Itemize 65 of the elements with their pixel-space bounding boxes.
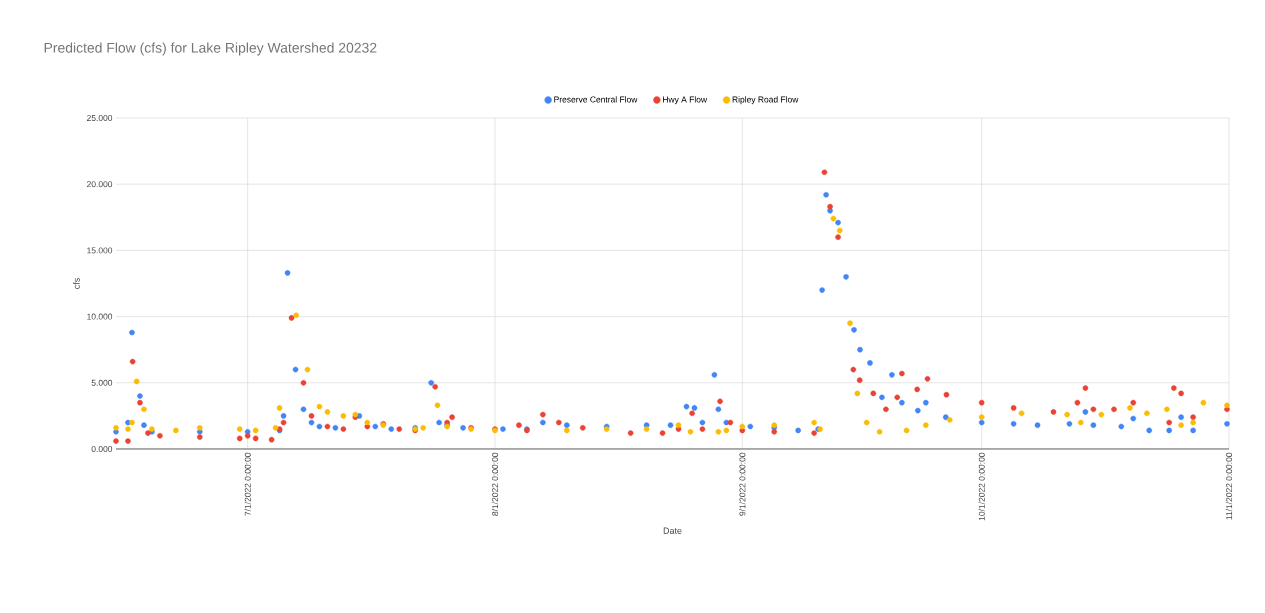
point	[293, 312, 299, 319]
point	[715, 428, 722, 435]
point	[1164, 406, 1170, 413]
point	[304, 366, 311, 373]
legend-label: Hwy A Flow	[663, 96, 708, 105]
point	[364, 419, 371, 426]
point	[1064, 411, 1070, 418]
x-tick-label: 8/1/2022 0:00:00	[491, 452, 499, 516]
point	[1190, 419, 1196, 426]
point	[1077, 419, 1084, 426]
point	[340, 413, 347, 419]
y-tick-label: 25.000	[87, 114, 113, 121]
point	[1018, 410, 1025, 417]
point	[564, 427, 570, 434]
point	[847, 320, 853, 326]
point	[1224, 402, 1230, 409]
point	[643, 426, 650, 432]
point	[324, 409, 331, 415]
point	[946, 417, 953, 423]
point	[739, 423, 746, 430]
point	[1178, 422, 1184, 428]
y-tick-label: 0.000	[91, 445, 113, 452]
point	[129, 419, 135, 426]
chart-title: Predicted Flow (cfs) for Lake Ripley Watershed 20232	[44, 42, 377, 56]
point	[196, 425, 203, 431]
point	[836, 227, 843, 234]
x-tick-label: 7/1/2022 0:00:00	[244, 452, 251, 516]
point	[876, 428, 883, 435]
point	[1200, 399, 1207, 406]
point	[830, 215, 837, 222]
y-tick-label: 20.000	[87, 181, 113, 188]
point	[141, 406, 147, 413]
point	[125, 426, 131, 432]
x-axis-title: Date	[663, 527, 682, 534]
point	[276, 405, 283, 411]
point	[133, 378, 140, 385]
point	[316, 403, 323, 410]
legend-label: Preserve Central Flow	[554, 96, 638, 103]
x-tick-label: 11/1/2022 0:00:00	[1225, 452, 1233, 520]
point	[923, 422, 929, 428]
point	[434, 402, 441, 409]
point	[1098, 411, 1105, 418]
y-tick-label: 15.000	[87, 247, 113, 254]
point	[113, 425, 119, 431]
point	[675, 422, 682, 428]
point	[978, 414, 985, 420]
y-tick-label: 10.000	[87, 313, 113, 320]
point	[173, 427, 179, 434]
x-tick-label: 10/1/2022 0:00:00	[978, 452, 985, 521]
y-tick-label: 5.000	[91, 379, 113, 386]
point	[1127, 405, 1133, 411]
point	[1144, 410, 1150, 417]
point	[811, 419, 817, 426]
x-tick-label: 9/1/2022 0:00:00	[739, 452, 746, 516]
point	[863, 419, 870, 426]
point	[420, 425, 426, 431]
point	[236, 426, 243, 432]
point	[272, 425, 279, 431]
y-axis-title: cfs	[73, 278, 80, 289]
point	[723, 427, 730, 434]
point	[252, 427, 259, 434]
point	[854, 390, 861, 397]
point	[903, 427, 910, 434]
legend-label: Ripley Road Flow	[732, 96, 799, 105]
point	[687, 428, 694, 435]
